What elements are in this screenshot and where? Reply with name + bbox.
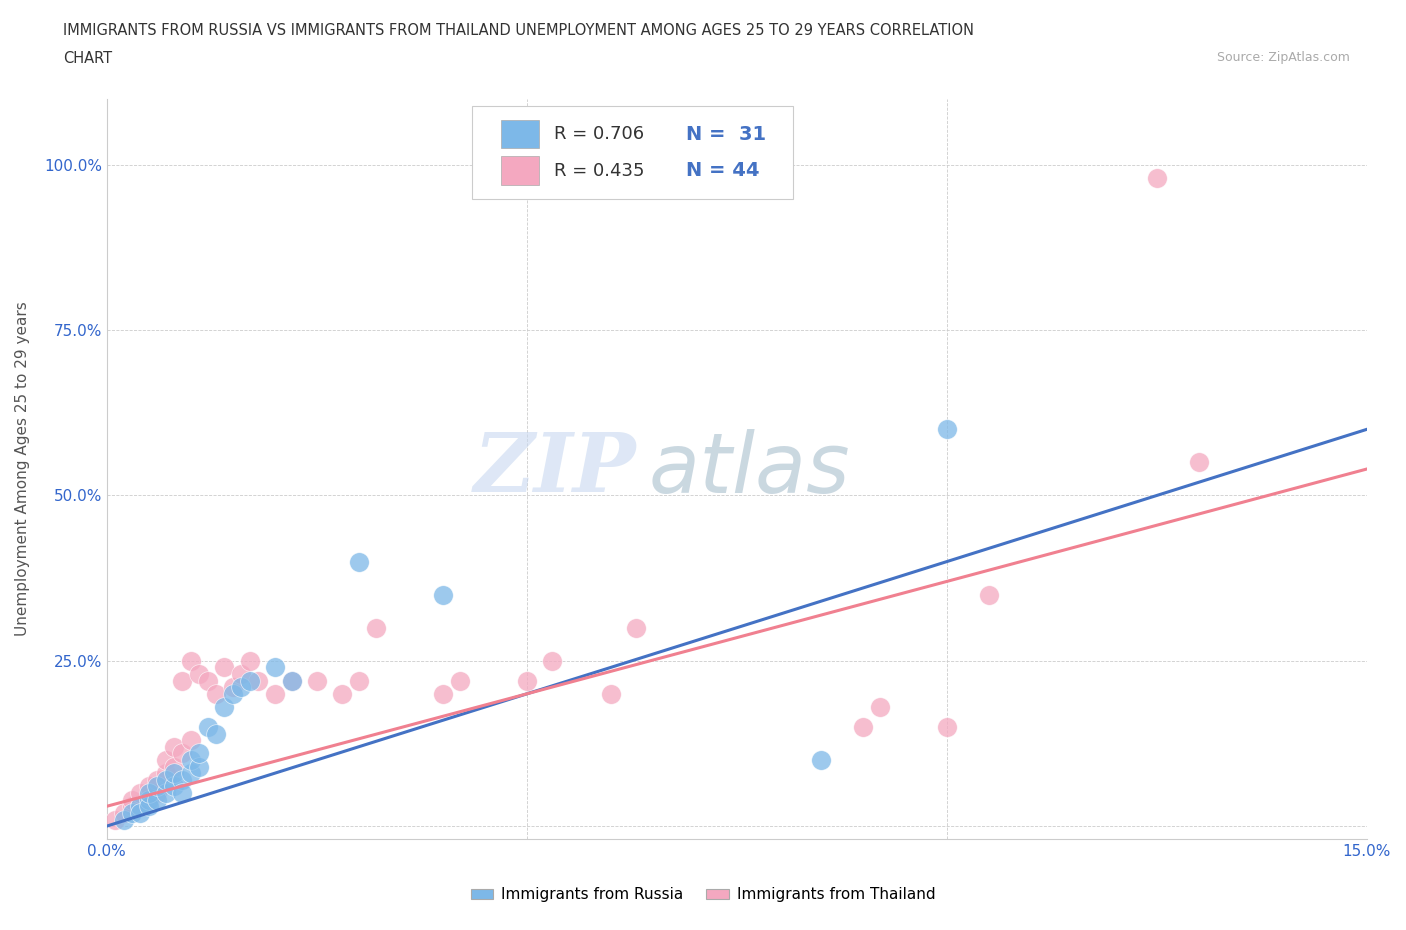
Point xyxy=(197,673,219,688)
Point xyxy=(935,720,957,735)
Point xyxy=(112,812,135,827)
Point xyxy=(364,620,387,635)
Point xyxy=(172,773,194,788)
Point xyxy=(121,799,143,814)
Point xyxy=(180,733,202,748)
Point xyxy=(205,686,228,701)
Text: R = 0.706: R = 0.706 xyxy=(554,126,644,143)
Point xyxy=(869,699,891,714)
Point xyxy=(121,805,143,820)
Point xyxy=(599,686,621,701)
Point xyxy=(246,673,269,688)
Point xyxy=(214,699,236,714)
Point xyxy=(138,792,160,807)
Point xyxy=(155,773,177,788)
Point xyxy=(205,726,228,741)
Point xyxy=(163,739,186,754)
Point xyxy=(188,746,211,761)
Text: ZIP: ZIP xyxy=(474,429,636,509)
FancyBboxPatch shape xyxy=(501,120,538,148)
Point xyxy=(977,587,1000,602)
Text: N = 44: N = 44 xyxy=(686,161,759,180)
Legend: Immigrants from Russia, Immigrants from Thailand: Immigrants from Russia, Immigrants from … xyxy=(464,882,942,909)
Point xyxy=(624,620,647,635)
Point xyxy=(263,686,285,701)
Point xyxy=(238,654,260,669)
Point xyxy=(280,673,302,688)
Text: atlas: atlas xyxy=(648,429,851,510)
Point xyxy=(104,812,127,827)
Point xyxy=(197,720,219,735)
Point xyxy=(155,752,177,767)
Point xyxy=(188,667,211,682)
Point xyxy=(852,720,875,735)
Point xyxy=(347,554,370,569)
Point xyxy=(129,799,152,814)
Point xyxy=(155,765,177,780)
Point xyxy=(1188,455,1211,470)
Point xyxy=(231,680,253,695)
Point xyxy=(432,686,454,701)
Point xyxy=(231,667,253,682)
Point xyxy=(138,792,160,807)
Point xyxy=(146,773,169,788)
Point xyxy=(280,673,302,688)
FancyBboxPatch shape xyxy=(501,156,538,185)
Text: R = 0.435: R = 0.435 xyxy=(554,162,644,179)
Point xyxy=(516,673,538,688)
Point xyxy=(138,786,160,801)
Point xyxy=(163,759,186,774)
Point xyxy=(163,779,186,794)
Point xyxy=(449,673,471,688)
Y-axis label: Unemployment Among Ages 25 to 29 years: Unemployment Among Ages 25 to 29 years xyxy=(15,301,30,636)
Point xyxy=(146,779,169,794)
Point xyxy=(188,759,211,774)
Point xyxy=(146,786,169,801)
Point xyxy=(1146,170,1168,185)
Point xyxy=(347,673,370,688)
Point xyxy=(172,786,194,801)
Point xyxy=(810,752,832,767)
Point xyxy=(222,686,245,701)
FancyBboxPatch shape xyxy=(472,106,793,199)
Point xyxy=(305,673,328,688)
Point xyxy=(138,799,160,814)
Point xyxy=(129,799,152,814)
Point xyxy=(180,654,202,669)
Point xyxy=(172,673,194,688)
Point xyxy=(129,805,152,820)
Point xyxy=(155,786,177,801)
Point xyxy=(146,792,169,807)
Point xyxy=(935,422,957,437)
Point xyxy=(163,765,186,780)
Text: IMMIGRANTS FROM RUSSIA VS IMMIGRANTS FROM THAILAND UNEMPLOYMENT AMONG AGES 25 TO: IMMIGRANTS FROM RUSSIA VS IMMIGRANTS FRO… xyxy=(63,23,974,38)
Text: Source: ZipAtlas.com: Source: ZipAtlas.com xyxy=(1216,51,1350,64)
Point xyxy=(541,654,564,669)
Point xyxy=(172,746,194,761)
Point xyxy=(222,680,245,695)
Point xyxy=(180,752,202,767)
Point xyxy=(129,786,152,801)
Point xyxy=(121,792,143,807)
Point xyxy=(214,660,236,675)
Point xyxy=(238,673,260,688)
Point xyxy=(330,686,353,701)
Point xyxy=(112,805,135,820)
Text: CHART: CHART xyxy=(63,51,112,66)
Point xyxy=(263,660,285,675)
Point xyxy=(138,779,160,794)
Point xyxy=(180,765,202,780)
Point xyxy=(432,587,454,602)
Text: N =  31: N = 31 xyxy=(686,125,766,144)
